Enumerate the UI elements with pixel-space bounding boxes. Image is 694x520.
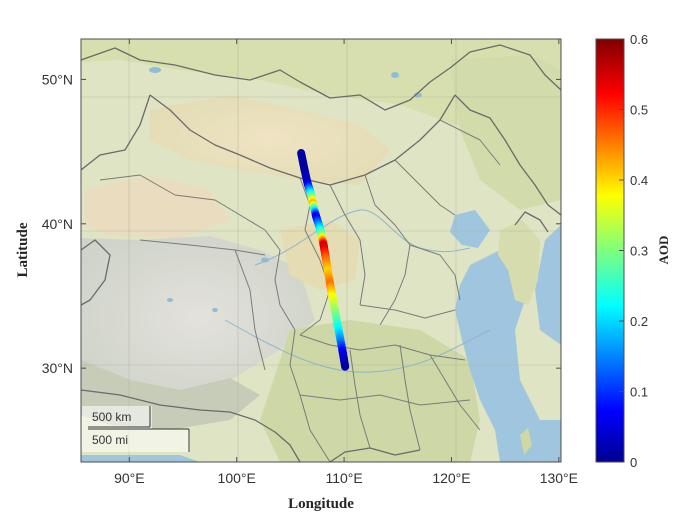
- x-axis-title: Longitude: [288, 496, 354, 512]
- colorbar-tick-label: 0.1: [630, 385, 648, 400]
- scale-bar-km-box: [82, 406, 152, 429]
- y-tick-label: 50°N: [42, 71, 73, 87]
- x-tick-label: 130°E: [540, 470, 578, 486]
- x-tick-label: 120°E: [432, 470, 470, 486]
- colorbar-tick-label: 0.4: [630, 173, 648, 188]
- y-axis-ticks: 30°N 40°N 50°N: [42, 71, 561, 376]
- lake: [149, 67, 161, 73]
- aod-track: [297, 149, 350, 371]
- graticule: [81, 39, 561, 462]
- bohai-sea: [450, 210, 490, 248]
- taiwan-island: [520, 428, 532, 455]
- korean-peninsula: [498, 220, 540, 305]
- colorbar-ticks: 0 0.1 0.2 0.3 0.4 0.5 0.6: [619, 32, 648, 470]
- lake: [391, 72, 399, 78]
- colorbar-title: AOD: [656, 236, 671, 265]
- yellow-river: [254, 209, 471, 266]
- northeast-region: [450, 55, 561, 210]
- y-tick-label: 40°N: [42, 216, 73, 232]
- mongolia-russia-border: [81, 44, 561, 111]
- tibetan-plateau: [81, 236, 315, 400]
- province-border: [399, 344, 421, 451]
- colorbar-tick-label: 0.3: [630, 244, 648, 259]
- province-border: [394, 159, 456, 216]
- province-border: [139, 239, 266, 256]
- east-china-sea: [455, 250, 561, 462]
- province-border: [429, 354, 481, 431]
- tarim-basin: [85, 175, 230, 238]
- x-tick-label: 100°E: [218, 470, 256, 486]
- province-border: [439, 119, 501, 166]
- colorbar-tick-label: 0.2: [630, 314, 648, 329]
- province-border: [99, 174, 266, 231]
- province-border: [234, 249, 266, 371]
- province-border: [349, 349, 371, 449]
- bay-of-bengal: [81, 455, 200, 462]
- colorbar-tick-label: 0: [630, 455, 637, 470]
- himalaya-border: [81, 389, 301, 462]
- map-frame: [80, 38, 562, 463]
- northeast-border: [454, 94, 561, 216]
- province-border: [409, 244, 461, 301]
- province-border: [299, 334, 466, 361]
- western-border: [81, 239, 111, 306]
- basemap: [81, 39, 561, 462]
- x-tick-label: 90°E: [114, 470, 145, 486]
- south-china-region: [260, 320, 480, 462]
- steppe-region: [81, 39, 561, 130]
- korea-border: [514, 211, 549, 233]
- colorbar: 0 0.1 0.2 0.3 0.4 0.5 0.6 AOD: [595, 32, 671, 470]
- y-tick-label: 30°N: [42, 360, 73, 376]
- lake: [212, 308, 218, 312]
- province-border: [264, 229, 296, 331]
- province-border: [359, 304, 456, 319]
- scale-bar-mi-box: [82, 429, 190, 452]
- yangtze-river: [224, 319, 491, 373]
- province-border: [299, 394, 471, 406]
- gobi-region: [150, 95, 390, 185]
- y-axis-title: Latitude: [15, 222, 31, 277]
- lake: [167, 298, 173, 302]
- x-axis-ticks: 90°E 100°E 110°E 120°E 130°E: [114, 39, 578, 486]
- province-borders: [99, 119, 501, 462]
- loess-plateau: [280, 220, 360, 290]
- scale-bar-mi-label: 500 mi: [92, 433, 128, 447]
- colorbar-tick-label: 0.5: [630, 103, 648, 118]
- colorbar-tick-label: 0.6: [630, 32, 648, 47]
- kazakh-border: [81, 94, 151, 171]
- x-tick-label: 110°E: [325, 470, 362, 486]
- scale-bar-km-label: 500 km: [92, 410, 131, 424]
- scale-bar: 500 km 500 mi: [82, 406, 190, 452]
- aod-point: [341, 362, 350, 371]
- sea-of-japan: [535, 225, 561, 345]
- province-border: [329, 184, 366, 306]
- lake: [261, 257, 269, 263]
